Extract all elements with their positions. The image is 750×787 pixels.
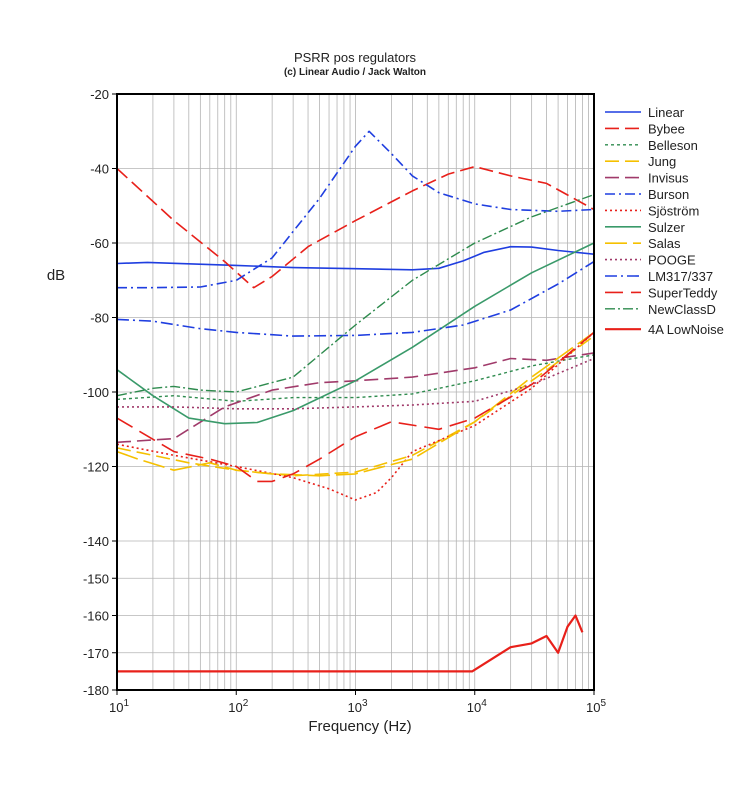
series-line-2 bbox=[116, 165, 595, 289]
series-line-11 bbox=[116, 260, 595, 337]
x-axis-label: Frequency (Hz) bbox=[308, 718, 411, 735]
series-line-9 bbox=[116, 331, 595, 477]
legend-label: LM317/337 bbox=[648, 269, 713, 284]
grid bbox=[117, 94, 594, 690]
legend-label: Invisus bbox=[648, 171, 689, 186]
y-tick-label: -80 bbox=[90, 311, 109, 326]
y-tick-label: -140 bbox=[83, 534, 109, 549]
legend-label: POOGE bbox=[648, 253, 696, 268]
legend-label: Salas bbox=[648, 236, 681, 251]
y-tick-label: -20 bbox=[90, 87, 109, 102]
legend-label: Belleson bbox=[648, 138, 698, 153]
x-tick-label: 105 bbox=[586, 698, 606, 715]
legend-label: Jung bbox=[648, 154, 676, 169]
legend-label: NewClassD bbox=[648, 302, 716, 317]
chart-title: PSRR pos regulators bbox=[294, 50, 417, 65]
series-line-13 bbox=[116, 193, 595, 397]
chart-subtitle: (c) Linear Audio / Jack Walton bbox=[284, 67, 426, 78]
series-line-1 bbox=[116, 245, 595, 271]
series-line-12 bbox=[116, 331, 595, 483]
legend-label: 4A LowNoise bbox=[648, 322, 724, 337]
series-line-8 bbox=[116, 242, 595, 425]
y-tick-label: -170 bbox=[83, 646, 109, 661]
y-axis: -20 -40 -60 -80 -100 -120 -140 -150 -160 -170 -180 bbox=[83, 87, 117, 698]
x-tick-label: 101 bbox=[109, 698, 129, 715]
y-tick-label: -160 bbox=[83, 609, 109, 624]
y-tick-label: -180 bbox=[83, 683, 109, 698]
legend-label: Bybee bbox=[648, 121, 685, 136]
y-tick-label: -100 bbox=[83, 385, 109, 400]
series-line-6 bbox=[117, 130, 595, 289]
y-tick-label: -60 bbox=[90, 236, 109, 251]
legend-label: SuperTeddy bbox=[648, 285, 718, 300]
x-tick-label: 104 bbox=[467, 698, 487, 715]
y-tick-label: -40 bbox=[90, 162, 109, 177]
y-axis-label: dB bbox=[47, 267, 65, 284]
x-tick-label: 102 bbox=[228, 698, 248, 715]
legend-label: Burson bbox=[648, 187, 689, 202]
x-tick-label: 103 bbox=[347, 698, 367, 715]
series-line-3 bbox=[116, 354, 595, 402]
x-axis: 101 102 103 104 105 bbox=[109, 690, 606, 715]
series-line-14 bbox=[117, 614, 584, 673]
legend-label: Sjöström bbox=[648, 203, 699, 218]
series-lines bbox=[116, 130, 595, 673]
series-line-7 bbox=[116, 331, 595, 501]
y-tick-label: -120 bbox=[83, 460, 109, 475]
y-tick-label: -150 bbox=[83, 571, 109, 586]
legend-label: Linear bbox=[648, 105, 685, 120]
legend-label: Sulzer bbox=[648, 220, 686, 235]
